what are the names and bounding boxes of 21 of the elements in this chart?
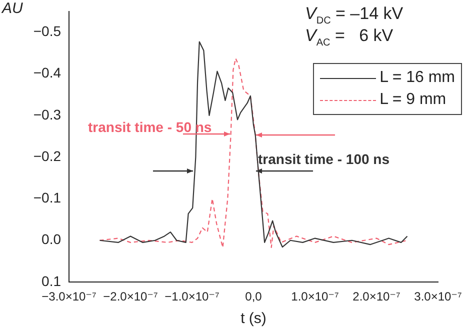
x-tick-label: 1.0×10⁻⁷ (291, 290, 339, 304)
x-axis-title: t (s) (240, 310, 266, 328)
x-tick-label: −1.0×10⁻⁷ (164, 290, 220, 304)
y-tick-label: −0.3 (33, 106, 62, 122)
y-axis-title: AU (2, 0, 23, 17)
x-tick-label: 3.0×10⁻⁷ (414, 290, 462, 304)
y-tick-label: 0.0 (42, 231, 62, 248)
y-tick-label: −0.2 (33, 148, 62, 164)
annotation: V$_{AC}$ = 6 kV (305, 26, 394, 48)
legend-label: L = 9 mm (380, 91, 446, 109)
annotation: V$_{DC}$ = –14 kV (305, 4, 404, 26)
x-tick-label: −3.0×10⁻⁷ (42, 290, 96, 304)
x-tick-label: −2.0×10⁻⁷ (103, 290, 158, 304)
y-tick-label: −0.5 (33, 23, 62, 40)
annotation: transit time - 100 ns (258, 150, 390, 167)
y-tick-label: −0.1 (33, 190, 62, 206)
y-tick-label: 0.1 (42, 272, 62, 289)
legend-label: L = 16 mm (380, 69, 455, 87)
y-tick-label: −0.4 (33, 64, 62, 81)
x-tick-label: 2.0×10⁻⁷ (352, 290, 400, 304)
x-tick-label: 0,0 (245, 290, 262, 304)
